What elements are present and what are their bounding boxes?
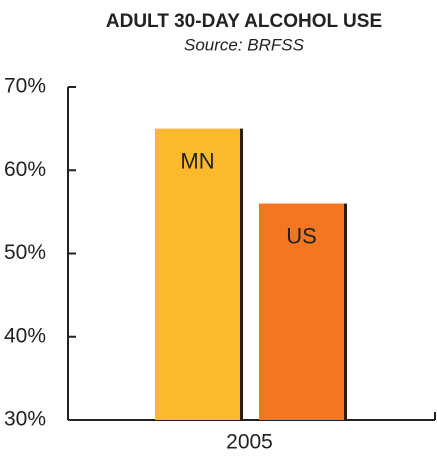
bar <box>155 128 240 420</box>
bar-series-label: US <box>286 223 317 248</box>
y-tick-label: 50% <box>4 241 46 264</box>
chart-title: ADULT 30-DAY ALCOHOL USE <box>106 11 382 32</box>
bar-series-label: MN <box>180 148 214 173</box>
y-tick-label: 40% <box>4 324 46 347</box>
y-tick-label: 60% <box>4 158 46 181</box>
y-tick-label: 70% <box>4 75 46 98</box>
chart-subtitle: Source: BRFSS <box>184 35 305 54</box>
y-tick-label: 30% <box>4 408 46 431</box>
x-tick-label: 2005 <box>226 431 273 454</box>
bar <box>259 203 344 420</box>
bar-shadow <box>239 128 243 420</box>
bar-shadow <box>343 203 347 420</box>
